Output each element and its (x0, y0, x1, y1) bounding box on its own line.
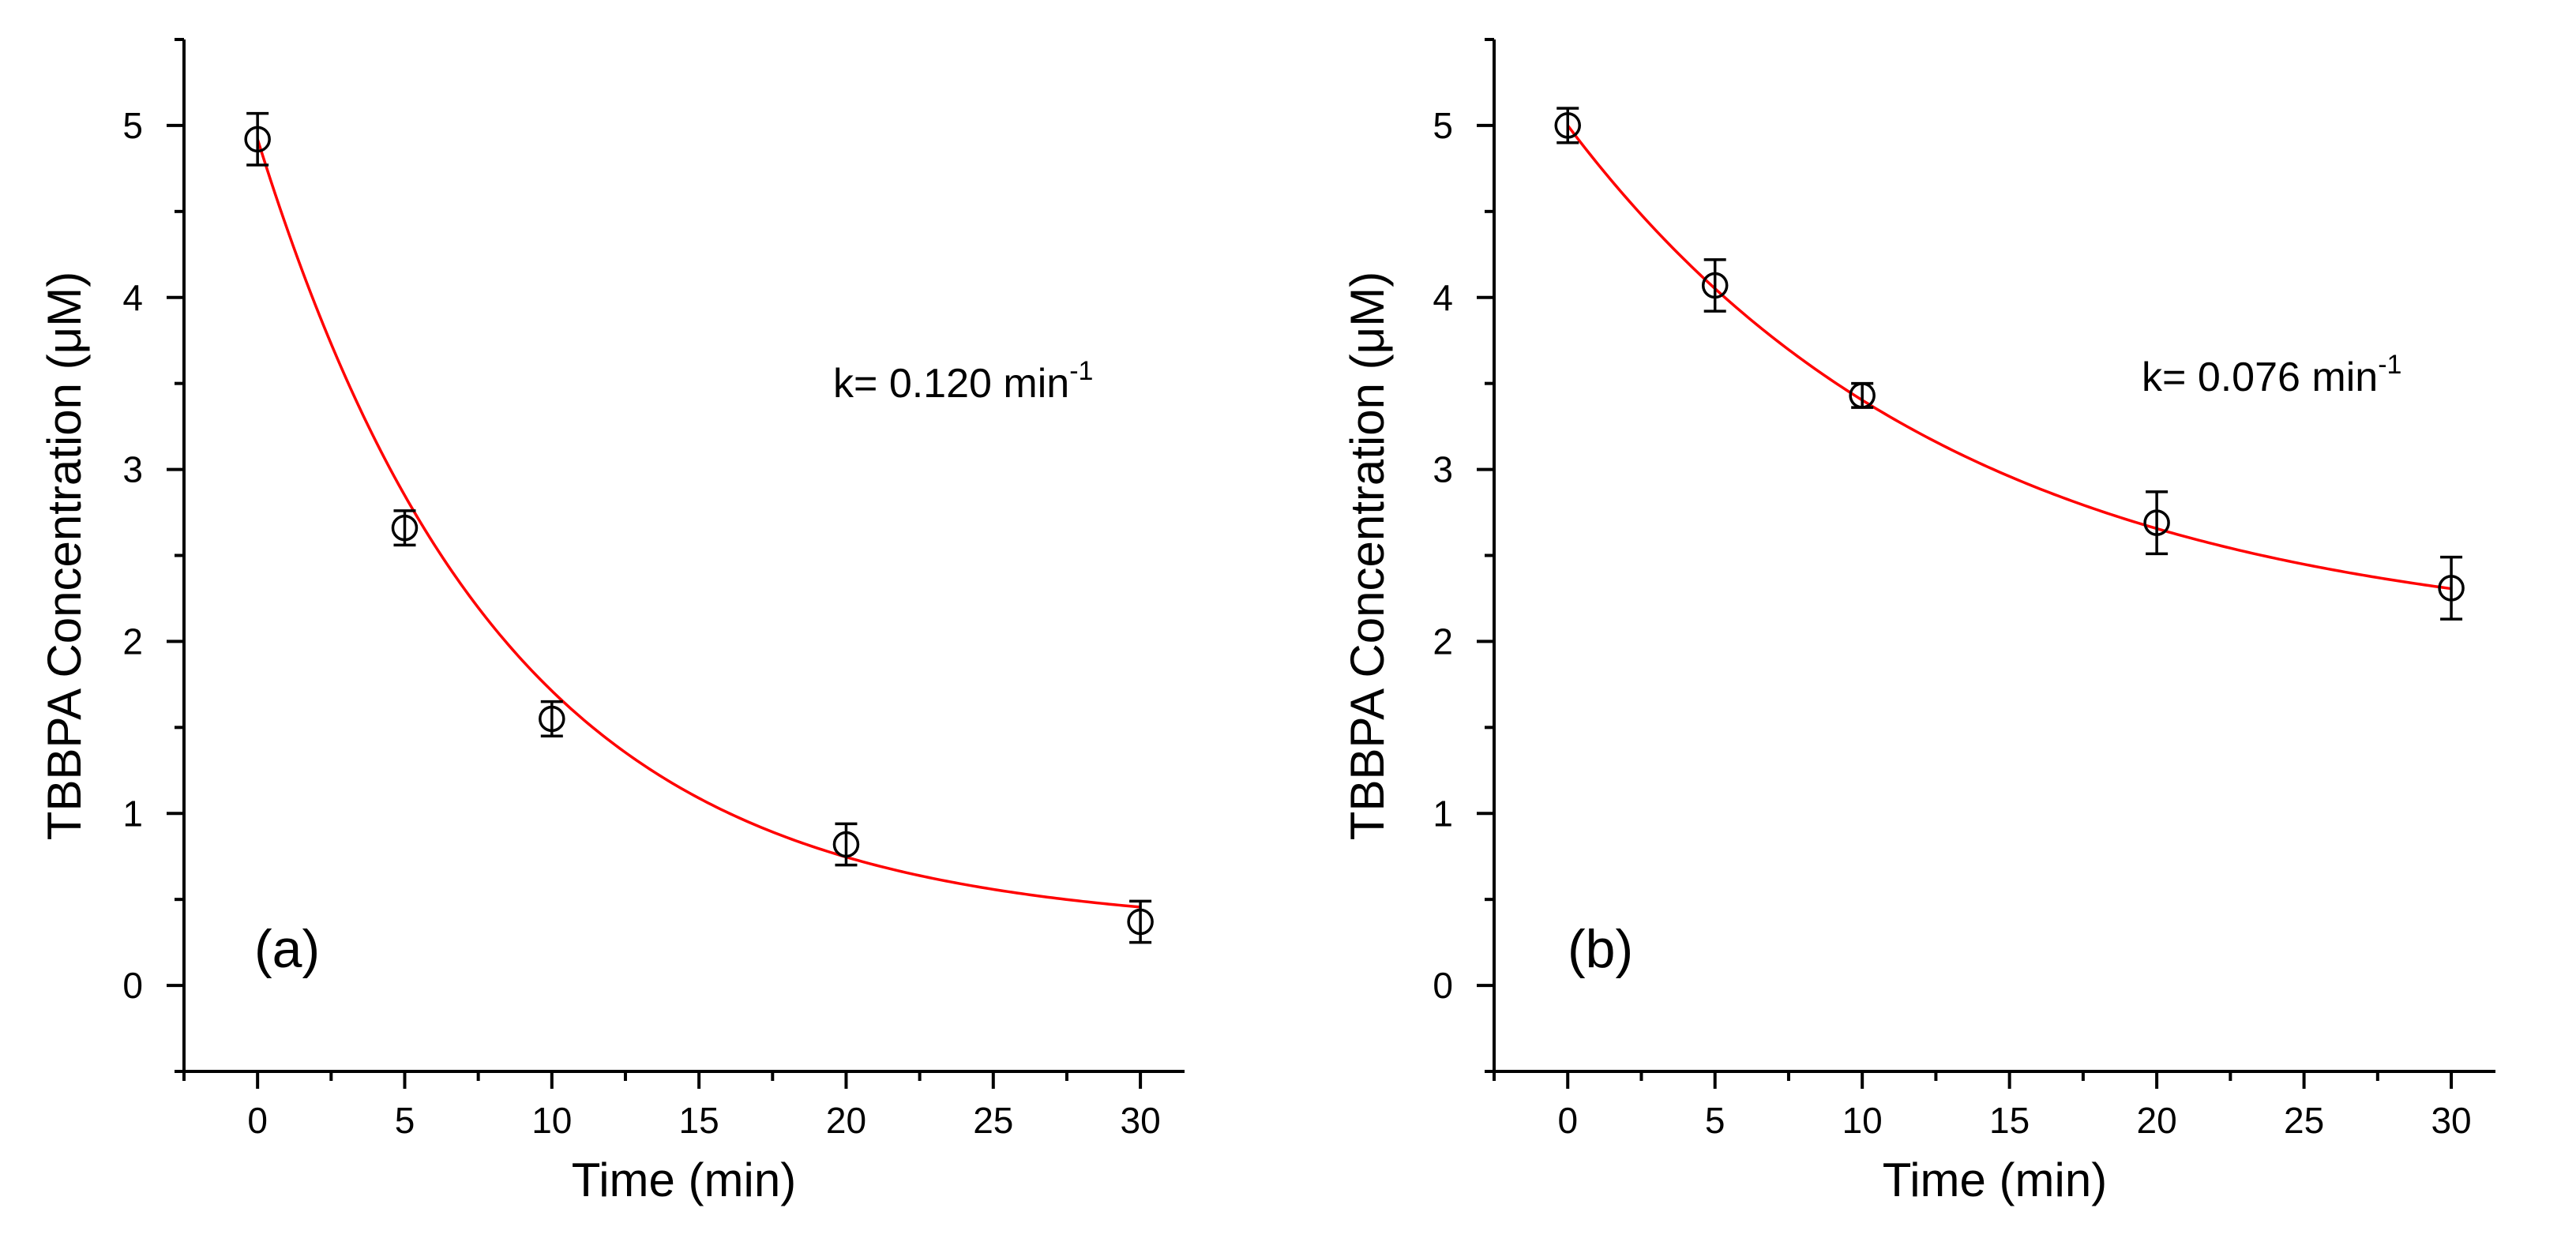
data-point (1554, 107, 1581, 144)
data-point (539, 700, 565, 737)
x-tick-label: 30 (2431, 1100, 2471, 1141)
rate-constant-annotation: k= 0.076 min-1 (2142, 350, 2401, 400)
x-axis-title: Time (min) (572, 1154, 796, 1206)
x-tick-label: 10 (531, 1100, 572, 1141)
data-point (2143, 490, 2170, 556)
data-point-group (244, 111, 1154, 944)
y-tick-label: 1 (1433, 793, 1453, 834)
x-axis-title: Time (min) (1883, 1154, 2107, 1206)
data-point (832, 822, 860, 867)
data-marker (1554, 112, 1581, 139)
x-tick-group: 0 5 10 15 20 25 30 (1493, 1071, 2472, 1141)
x-tick-label: 20 (2137, 1100, 2177, 1141)
y-tick-label: 5 (122, 105, 143, 146)
data-point (1701, 258, 1729, 313)
x-tick-label: 15 (1989, 1100, 2030, 1141)
data-marker (244, 126, 271, 153)
y-axis-title: TBBPA Concentration (μM) (38, 272, 91, 840)
panel-label: (a) (254, 919, 320, 979)
y-tick-label: 0 (1433, 965, 1453, 1006)
y-tick-label: 1 (122, 793, 143, 834)
x-tick-label: 0 (1557, 1100, 1578, 1141)
y-axis-title: TBBPA Concentration (μM) (1341, 272, 1394, 840)
rate-constant-superscript: -1 (1069, 356, 1093, 386)
data-point-group (1554, 107, 2465, 621)
data-marker (2143, 509, 2170, 536)
data-marker (1127, 908, 1154, 936)
x-tick-label: 30 (1121, 1100, 1161, 1141)
data-point (244, 111, 271, 167)
rate-constant-text: k= 0.120 min (833, 361, 1069, 407)
data-marker (539, 705, 565, 733)
x-tick-label: 25 (973, 1100, 1013, 1141)
y-tick-label: 3 (122, 449, 143, 490)
rate-constant-superscript: -1 (2378, 350, 2401, 380)
data-marker (832, 831, 860, 858)
y-tick-label: 0 (122, 965, 143, 1006)
data-marker (1849, 382, 1876, 409)
x-tick-label: 5 (395, 1100, 415, 1141)
chart-panel-b: 0 5 10 15 20 25 30 0 1 2 3 4 5 Time (min) TBBPA Con… (1341, 38, 2495, 1206)
x-tick-label: 25 (2284, 1100, 2324, 1141)
data-marker (391, 514, 419, 542)
rate-constant-text: k= 0.076 min (2142, 355, 2378, 400)
y-tick-label: 3 (1433, 449, 1453, 490)
data-marker (1701, 272, 1729, 299)
x-tick-label: 15 (679, 1100, 719, 1141)
y-tick-group: 0 1 2 3 4 5 (1433, 38, 1494, 1073)
fit-curve (256, 138, 1141, 909)
y-tick-label: 4 (122, 277, 143, 318)
y-tick-label: 2 (1433, 621, 1453, 662)
data-point (2438, 555, 2465, 621)
data-point (1127, 899, 1154, 944)
panel-label: (b) (1568, 919, 1633, 979)
data-point (391, 509, 419, 547)
chart-panel-a: 0 5 10 15 20 25 30 0 1 2 3 4 5 Time (min) TBBPA Con… (38, 38, 1185, 1206)
x-tick-label: 20 (826, 1100, 866, 1141)
y-tick-label: 5 (1433, 105, 1453, 146)
y-tick-label: 4 (1433, 277, 1453, 318)
x-tick-label: 5 (1705, 1100, 1725, 1141)
x-tick-label: 10 (1842, 1100, 1883, 1141)
rate-constant-annotation: k= 0.120 min-1 (833, 356, 1093, 407)
data-marker (2438, 575, 2465, 602)
x-tick-group: 0 5 10 15 20 25 30 (182, 1071, 1161, 1141)
x-tick-label: 0 (247, 1100, 268, 1141)
y-tick-group: 0 1 2 3 4 5 (122, 38, 184, 1073)
data-point (1849, 381, 1876, 409)
y-tick-label: 2 (122, 621, 143, 662)
